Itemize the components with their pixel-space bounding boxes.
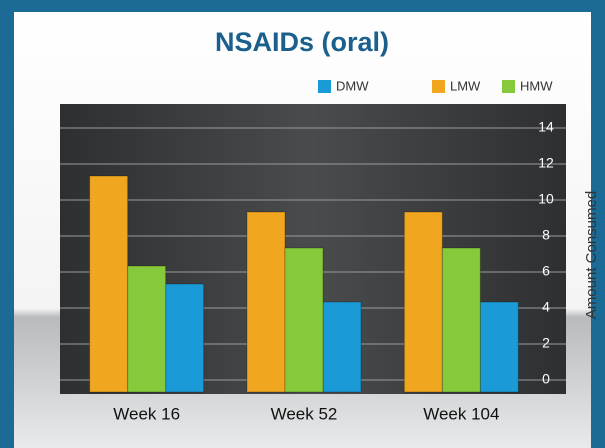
legend-swatch (318, 80, 331, 93)
bar (246, 211, 286, 393)
y-tick-label: 14 (538, 119, 554, 135)
x-tick-label: Week 16 (113, 404, 180, 423)
y-tick-label: 4 (542, 299, 550, 315)
bar (322, 301, 362, 393)
bar (403, 211, 443, 393)
legend-label: HMW (520, 78, 553, 93)
x-tick-label: Week 104 (423, 404, 499, 423)
x-tick-label: Week 52 (271, 404, 338, 423)
legend-swatch (432, 80, 445, 93)
y-tick-label: 2 (542, 335, 550, 351)
bar (284, 247, 324, 393)
y-tick-label: 8 (542, 227, 550, 243)
bar (165, 283, 205, 393)
y-tick-label: 10 (538, 191, 554, 207)
bar (479, 301, 519, 393)
bar (127, 265, 167, 393)
legend-label: LMW (450, 78, 481, 93)
legend-label: DMW (336, 78, 369, 93)
bar (441, 247, 481, 393)
bar (89, 175, 129, 393)
y-tick-label: 12 (538, 155, 554, 171)
y-tick-label: 0 (542, 371, 550, 387)
legend-swatch (502, 80, 515, 93)
chart-title: NSAIDs (oral) (215, 27, 389, 57)
y-tick-label: 6 (542, 263, 550, 279)
y-axis-label: Amount Consumed (583, 191, 600, 319)
